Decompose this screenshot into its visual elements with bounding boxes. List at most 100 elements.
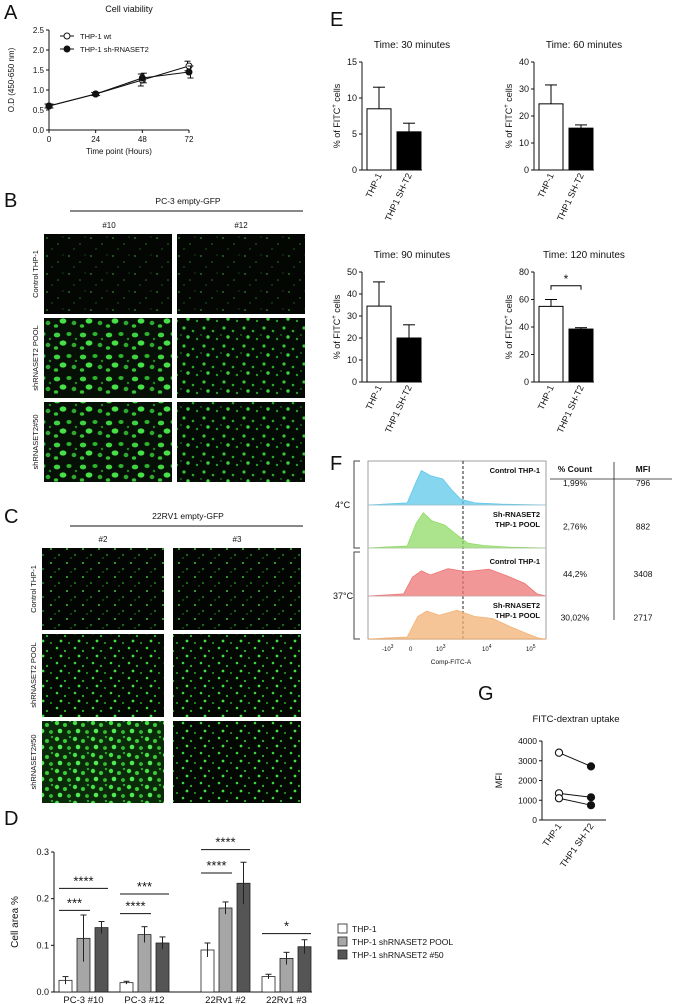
panel-letter-e: E — [330, 9, 343, 31]
y-tick-label: 30 — [347, 311, 357, 321]
legend-marker — [63, 45, 71, 53]
y-axis-label: Cell area % — [10, 896, 21, 948]
x-tick-label: THP1 SH-T2 — [383, 172, 414, 223]
x-tick-label: PC-3 #10 — [63, 995, 103, 1004]
x-tick-label: THP1 SH-T2 — [555, 384, 586, 435]
panel-b-row-label: shRNASET2#50 — [31, 414, 40, 469]
panel-b-row-label: shRNASET2 POOL — [31, 325, 40, 390]
histogram-label: Control THP-1 — [490, 466, 540, 475]
micrograph-22rv1-2-pool — [42, 634, 164, 717]
histogram — [367, 609, 547, 640]
y-tick-label: 60 — [519, 295, 529, 305]
significance-marker: **** — [206, 858, 226, 873]
x-tick-label: 105 — [526, 644, 536, 653]
x-tick-label: 72 — [185, 135, 194, 144]
y-tick-label: 80 — [519, 267, 529, 277]
x-tick-label: THP1 SH-T2 — [555, 172, 586, 223]
data-point — [554, 794, 564, 803]
percent-count-value: 1,99% — [563, 478, 588, 488]
legend-swatch — [337, 949, 348, 960]
significance-marker: **** — [73, 873, 93, 888]
y-tick-label: 0.5 — [33, 106, 45, 115]
panel-a-line-chart: Cell viability 0.0 0.5 1.0 1.5 2.0 2.5 0 24 48 72 T… — [7, 4, 194, 156]
legend-swatch — [337, 923, 348, 934]
temp-label-37c: 37°C — [333, 591, 354, 601]
panel-letter-d: D — [4, 808, 18, 830]
histogram-label: Sh-RNASET2 — [493, 601, 540, 610]
data-point — [586, 793, 596, 802]
chart-title: FITC-dextran uptake — [532, 714, 619, 725]
histogram-label: Control THP-1 — [490, 557, 540, 566]
panel-c-row-label: shRNASET2 POOL — [29, 642, 38, 707]
bracket-37c — [353, 551, 360, 640]
bar — [94, 927, 109, 993]
micrograph-22rv1-2-sh50 — [42, 721, 164, 803]
y-tick-label: 2000 — [518, 776, 537, 786]
histogram — [367, 470, 547, 506]
percent-count-value: 2,76% — [563, 522, 588, 532]
panel-b-column-label: #10 — [102, 221, 116, 230]
micrograph-pc3-12-control — [177, 234, 305, 314]
legend-label: THP-1 wt — [80, 32, 112, 41]
y-axis-label: % of FITC+ cells — [332, 294, 342, 359]
bar — [366, 108, 392, 171]
panel-g-paired-plot: FITC-dextran uptake 0 1000 2000 3000 4000 MFI T… — [494, 714, 620, 869]
pair-line — [558, 797, 592, 806]
y-tick-label: 0 — [352, 377, 357, 387]
data-point — [45, 102, 53, 110]
y-tick-label: 20 — [519, 350, 529, 360]
bar — [396, 337, 422, 383]
y-tick-label: 50 — [347, 267, 357, 277]
x-tick-label: PC-3 #12 — [124, 995, 164, 1004]
y-tick-label: 40 — [347, 289, 357, 299]
histogram-label: THP-1 POOL — [495, 520, 540, 529]
y-tick-label: 0 — [532, 815, 537, 825]
y-tick-label: 0.2 — [36, 894, 49, 904]
y-tick-label: 0.0 — [36, 987, 49, 997]
histogram — [367, 512, 547, 549]
significance-marker: **** — [215, 835, 235, 850]
x-tick-label: 24 — [91, 135, 100, 144]
chart-title: Cell viability — [105, 4, 153, 14]
significance-marker: *** — [137, 879, 152, 894]
bar — [137, 934, 152, 993]
y-tick-label: 10 — [347, 355, 357, 365]
y-tick-label: 0.1 — [36, 940, 49, 950]
bar — [568, 127, 594, 171]
percent-count-value: 30,02% — [561, 613, 590, 623]
y-tick-label: 2.0 — [33, 46, 45, 55]
micrograph-pc3-10-pool — [44, 318, 172, 398]
y-tick-label: 2.5 — [33, 26, 45, 35]
histogram-label: THP-1 POOL — [495, 611, 540, 620]
significance-marker: **** — [125, 899, 145, 914]
x-tick-label: 0 — [47, 135, 52, 144]
series-line — [48, 71, 190, 107]
y-tick-label: 0 — [524, 377, 529, 387]
x-tick-label: 22Rv1 #2 — [205, 995, 246, 1004]
micrograph-pc3-10-sh50 — [44, 402, 172, 482]
x-tick-label: THP1 SH-T2 — [383, 384, 414, 435]
y-tick-label: 1.5 — [33, 66, 45, 75]
histogram-label: Sh-RNASET2 — [493, 510, 540, 519]
panel-b-column-label: #12 — [234, 221, 248, 230]
y-tick-label: 0 — [524, 165, 529, 175]
panel-c-row-label: shRNASET2#50 — [29, 734, 38, 789]
bar — [119, 982, 134, 993]
table-header-mfi: MFI — [636, 464, 651, 474]
y-tick-label: 40 — [519, 57, 529, 67]
y-tick-label: 5 — [352, 129, 357, 139]
y-tick-label: 20 — [519, 111, 529, 121]
mfi-value: 2717 — [634, 613, 653, 623]
table-header-count: % Count — [558, 464, 593, 474]
bar — [568, 328, 594, 383]
x-axis-label: Time point (Hours) — [86, 147, 152, 156]
legend-label: THP-1 sh-RNASET2 — [80, 45, 149, 54]
x-tick-label: -103 — [382, 644, 394, 653]
x-tick-label: 48 — [138, 135, 147, 144]
x-tick-label: 103 — [436, 644, 446, 653]
data-point — [185, 68, 193, 76]
panel-letter-a: A — [4, 2, 18, 24]
x-tick-label: THP1 SH-T2 — [558, 821, 596, 869]
y-tick-label: 10 — [519, 138, 529, 148]
